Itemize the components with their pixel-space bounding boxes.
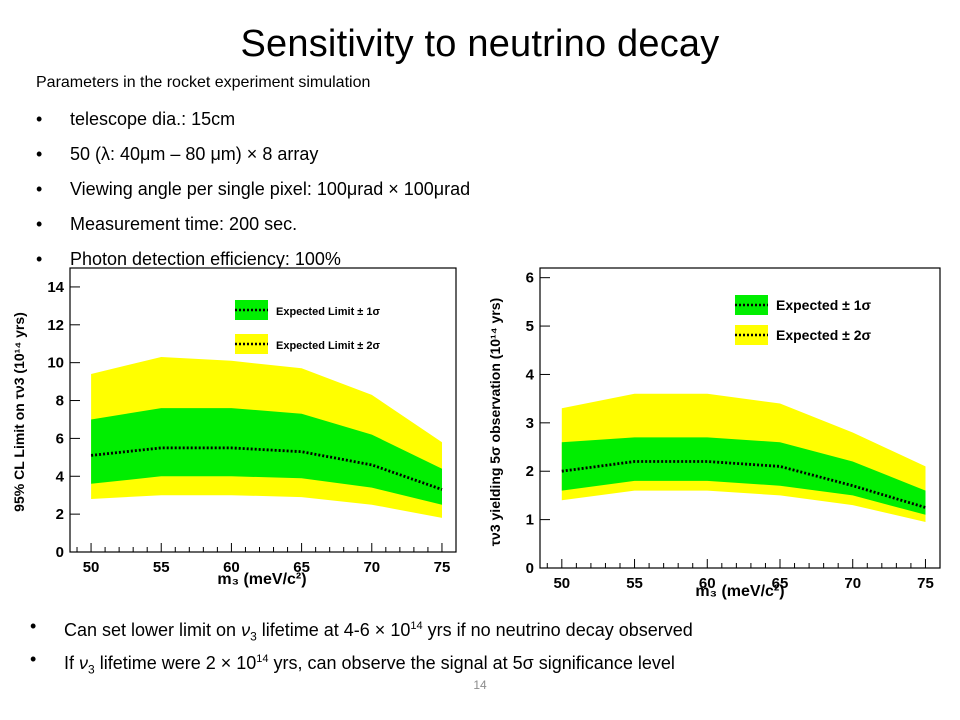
right-expected-line — [561, 460, 926, 509]
left-y-tick-label: 10 — [47, 355, 64, 372]
left-legend: Expected Limit ± 1σ Expected Limit ± 2σ — [235, 300, 381, 354]
right-x-tick-label: 55 — [626, 575, 643, 592]
left-y-tick-label: 6 — [56, 430, 64, 447]
left-x-tick-label: 70 — [363, 559, 380, 576]
right-x-tick-label: 75 — [917, 575, 934, 592]
right-y-tick-label: 4 — [526, 366, 535, 383]
right-y-tick-label: 3 — [526, 415, 534, 432]
conclusion-list: Can set lower limit on ν3 lifetime at 4-… — [30, 610, 693, 677]
conclusion-five-sigma: If ν3 lifetime were 2 × 1014 yrs, can ob… — [30, 643, 693, 677]
right-y-tick-label: 5 — [526, 318, 534, 335]
left-y-axis-label: 95% CL Limit on τν3 (10¹⁴ yrs) — [11, 312, 27, 512]
bullet-telescope: telescope dia.: 15cm — [36, 102, 470, 137]
five-sigma-observation-chart: 50 55 60 65 70 75 0 1 2 3 4 5 6 Expected ± 1σ Expect… — [487, 267, 941, 600]
slide-title: Sensitivity to neutrino decay — [240, 23, 720, 65]
left-y-tick-label: 4 — [56, 468, 65, 485]
right-y-tick-label: 0 — [526, 560, 534, 577]
right-y-axis-label: τν3 yielding 5σ observation (10¹⁴ yrs) — [487, 298, 503, 546]
right-y-tick-label: 6 — [526, 270, 534, 287]
bullet-viewing-angle: Viewing angle per single pixel: 100μrad … — [36, 172, 470, 207]
conclusion-lower-limit: Can set lower limit on ν3 lifetime at 4-… — [30, 610, 693, 644]
left-band-1sigma — [91, 408, 442, 505]
left-x-tick-label: 65 — [293, 559, 310, 576]
right-x-tick-label: 60 — [699, 575, 716, 592]
left-x-tick-label: 60 — [223, 559, 240, 576]
right-legend-2sigma-label: Expected ± 2σ — [776, 327, 871, 343]
right-band-1sigma — [561, 437, 926, 515]
left-x-tick-label: 75 — [434, 559, 451, 576]
left-y-tick-label: 2 — [56, 506, 64, 523]
right-y-tick-label: 1 — [526, 512, 534, 529]
right-x-tick-label: 65 — [772, 575, 789, 592]
parameter-list: telescope dia.: 15cm 50 (λ: 40μm – 80 μm… — [36, 102, 470, 277]
left-x-tick-label: 50 — [83, 559, 100, 576]
right-x-tick-label: 70 — [844, 575, 861, 592]
left-legend-2sigma-label: Expected Limit ± 2σ — [276, 340, 381, 352]
left-y-tick-label: 14 — [47, 279, 64, 296]
left-y-tick-label: 0 — [56, 544, 64, 561]
slide-subtitle: Parameters in the rocket experiment simu… — [36, 74, 371, 91]
right-legend-1sigma-label: Expected ± 1σ — [776, 297, 871, 313]
right-x-axis-label: m₃ (meV/c²) — [695, 583, 784, 600]
right-x-tick-label: 50 — [553, 575, 570, 592]
left-y-tick-label: 12 — [47, 317, 64, 334]
left-legend-1sigma-label: Expected Limit ± 1σ — [276, 306, 381, 318]
left-x-axis-label: m₃ (meV/c²) — [217, 571, 306, 588]
bullet-measurement-time: Measurement time: 200 sec. — [36, 207, 470, 242]
left-y-tick-label: 8 — [56, 393, 64, 410]
right-y-tick-label: 2 — [526, 463, 534, 480]
bullet-detection-efficiency: Photon detection efficiency: 100% — [36, 242, 470, 277]
page-number: 14 — [473, 678, 487, 692]
lifetime-limit-chart: 50 55 60 65 70 75 0 2 4 6 8 10 12 14 Expected Limit ±… — [11, 267, 457, 588]
right-legend: Expected ± 1σ Expected ± 2σ — [735, 295, 871, 345]
bullet-array: 50 (λ: 40μm – 80 μm) × 8 array — [36, 137, 470, 172]
left-x-tick-label: 55 — [153, 559, 170, 576]
